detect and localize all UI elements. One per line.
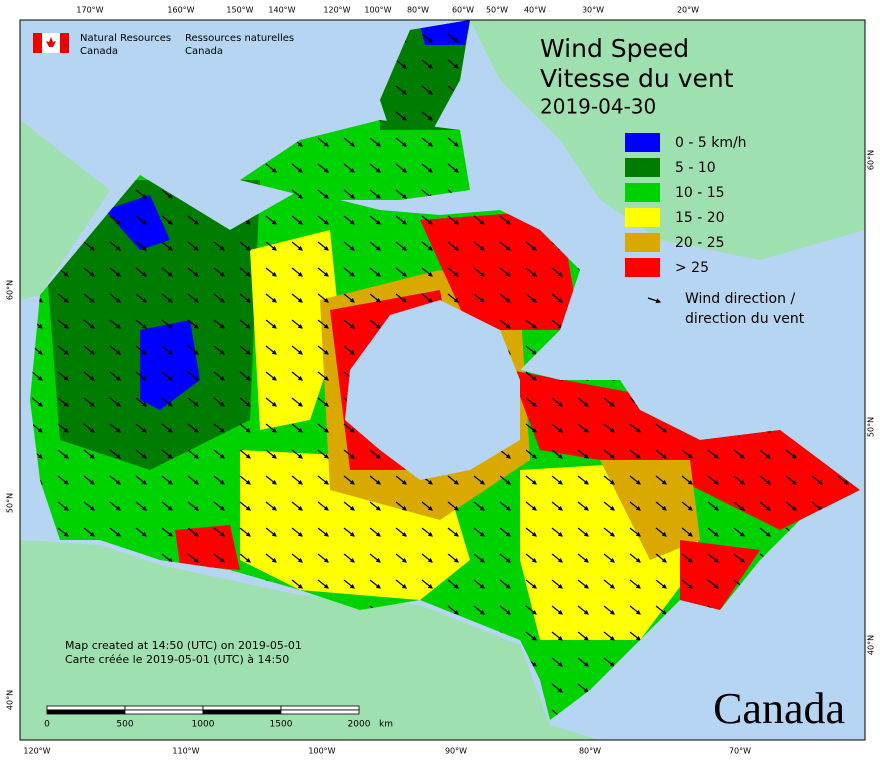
graticule: 170°W 160°W 150°W 140°W 120°W 100°W 80°W 60°W 50… [6,6,876,756]
scale-segment [124,705,204,711]
graticule-label: 100°W [364,6,391,15]
legend-label: 15 - 20 [675,210,725,226]
scale-segment [46,705,126,711]
title-en: Wind Speed [540,34,689,63]
graticule-label: 50°N [6,493,15,513]
agency-en: Canada [80,46,118,57]
arrow-key [647,297,662,304]
graticule-label: 150°W [226,6,253,15]
flag [60,33,69,53]
graticule-label: 80°W [579,747,601,756]
scale-segment [46,709,126,715]
wind-fields [30,20,860,720]
scale-unit: km [379,720,393,730]
scale-label: 1000 [192,720,215,730]
graticule-label: 40°W [524,6,546,15]
hudson-bay [345,300,520,480]
graticule-label: 50°W [486,6,508,15]
scale-label: 2000 [348,720,371,730]
scale-segment [280,709,360,715]
graticule-label: 100°W [308,747,335,756]
legend-label: 20 - 25 [675,235,725,251]
graticule-label: 60°N [867,150,876,170]
graticule-label: 160°W [167,6,194,15]
graticule-label: 70°W [729,747,751,756]
greenland [470,20,865,260]
graticule-label: 80°W [407,6,429,15]
graticule-label: 60°N [6,280,15,300]
scale-segment [280,705,360,711]
scale-label: 1500 [270,720,293,730]
graticule-label: 20°W [677,6,699,15]
legend-swatch [625,208,660,227]
scale-label: 500 [116,720,133,730]
legend-label: 0 - 5 km/h [675,135,747,151]
graticule-label: 60°W [452,6,474,15]
legend-label: > 25 [675,260,709,276]
graticule-label: 30°W [582,6,604,15]
map-frame [19,19,866,741]
graticule-label: 90°W [445,747,467,756]
scale-segment [202,709,282,715]
alaska [20,120,110,300]
agency-en: Natural Resources [80,33,171,44]
title-fr: Vitesse du vent [540,64,734,93]
legend-swatch [625,233,660,252]
united-states [20,540,600,740]
scale-segment [124,709,204,715]
legend-label: 10 - 15 [675,185,725,201]
legend-label: 5 - 10 [675,160,716,176]
graticule-label: 140°W [268,6,295,15]
agency-fr: Ressources naturelles [185,33,294,44]
legend-swatch [625,183,660,202]
title-date: 2019-04-30 [540,95,656,119]
flag-leaf [46,37,56,47]
legend-swatch [625,158,660,177]
legend-swatch [625,258,660,277]
agency-fr: Canada [185,46,223,57]
scale-label: 0 [44,720,50,730]
flag [33,33,42,53]
graticule-label: 120°W [323,6,350,15]
header: Natural Resources Canada Ressources natu… [33,33,294,57]
arrow-label: Wind direction / [685,291,795,307]
legend: 0 - 5 km/h 5 - 10 10 - 15 15 - 20 20 - 25 > 2… [625,133,747,277]
graticule-label: 120°W [23,747,50,756]
wordmark: Canada [713,684,845,733]
graticule-label: 40°N [867,635,876,655]
graticule-label: 50°N [867,417,876,437]
graticule-label: 110°W [172,747,199,756]
graticule-label: 170°W [76,6,103,15]
legend-swatch [625,133,660,152]
scale-segment [202,705,282,711]
note: Map created at 14:50 (UTC) on 2019-05-01 [65,639,302,652]
scale-bar: 0 500 1000 1500 2000 km [44,705,393,730]
note: Carte créée le 2019-05-01 (UTC) à 14:50 [65,653,289,666]
graticule-label: 40°N [6,690,15,710]
arrow-label: direction du vent [685,311,805,327]
